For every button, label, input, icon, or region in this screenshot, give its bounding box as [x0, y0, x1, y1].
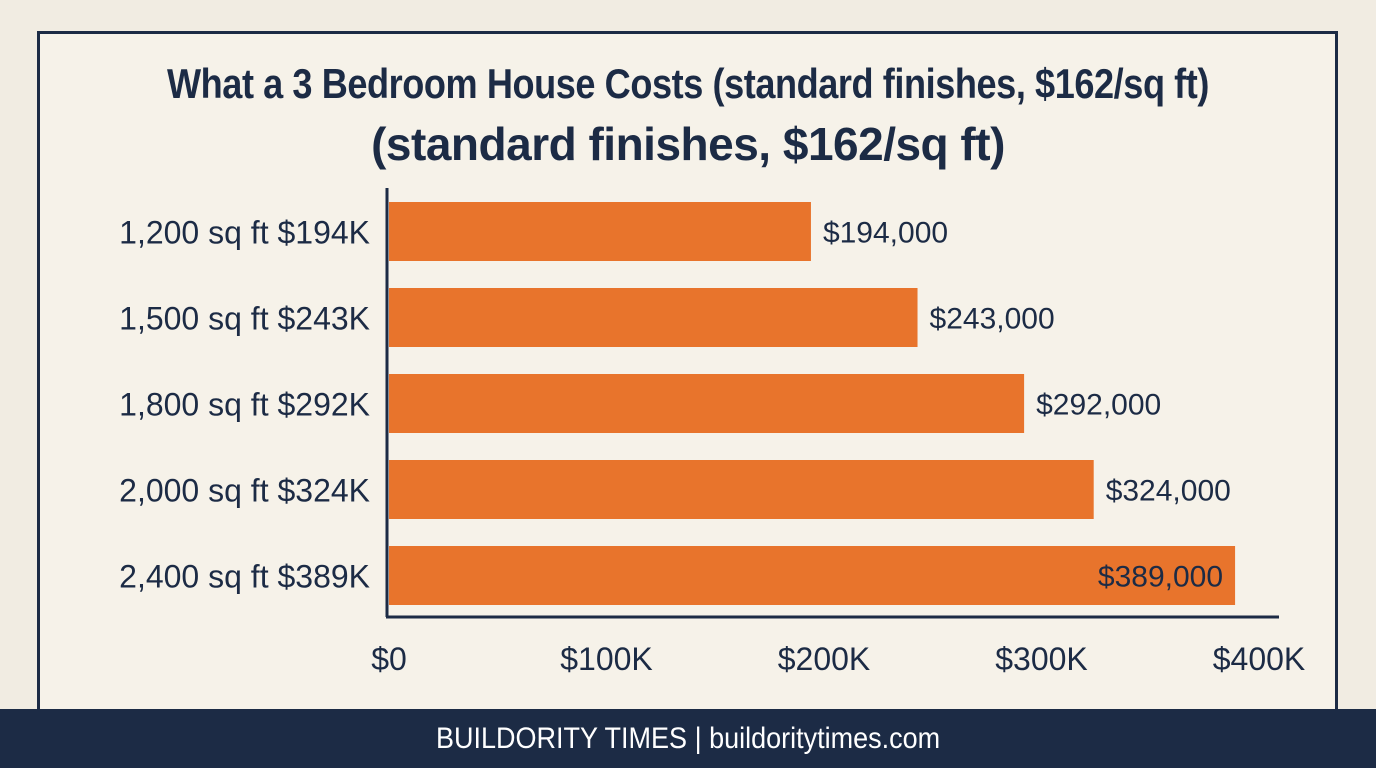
bar-chart: 1,200 sq ft $194K $194,000 1,500 sq ft $24…	[119, 188, 1306, 677]
category-label: 2,000 sq ft $324K	[119, 473, 370, 509]
bar	[389, 546, 1236, 605]
data-label: $194,000	[823, 217, 948, 250]
data-label: $292,000	[1036, 389, 1161, 422]
category-label: 1,200 sq ft $194K	[119, 215, 370, 251]
footer-bar: BUILDORITY TIMES | buildoritytimes.com	[0, 709, 1376, 768]
x-tick-label: $0	[371, 641, 407, 677]
data-label: $243,000	[930, 303, 1055, 336]
category-label: 1,800 sq ft $292K	[119, 387, 370, 423]
data-label: $324,000	[1106, 475, 1231, 508]
x-tick-label: $200K	[778, 641, 871, 677]
footer-text: BUILDORITY TIMES | buildoritytimes.com	[435, 721, 941, 755]
x-tick-label: $300K	[995, 641, 1088, 677]
chart-title: What a 3 Bedroom House Costs (standard f…	[167, 60, 1209, 107]
x-tick-label: $100K	[560, 641, 653, 677]
category-label: 2,400 sq ft $389K	[119, 559, 370, 595]
data-label: $389,000	[1098, 561, 1223, 594]
bar	[389, 288, 918, 347]
category-label: 1,500 sq ft $243K	[119, 301, 370, 337]
bar	[389, 460, 1094, 519]
x-tick-label: $400K	[1213, 641, 1306, 677]
bar	[389, 202, 811, 261]
bar	[389, 374, 1025, 433]
chart-subtitle: (standard finishes, $162/sq ft)	[371, 118, 1005, 170]
